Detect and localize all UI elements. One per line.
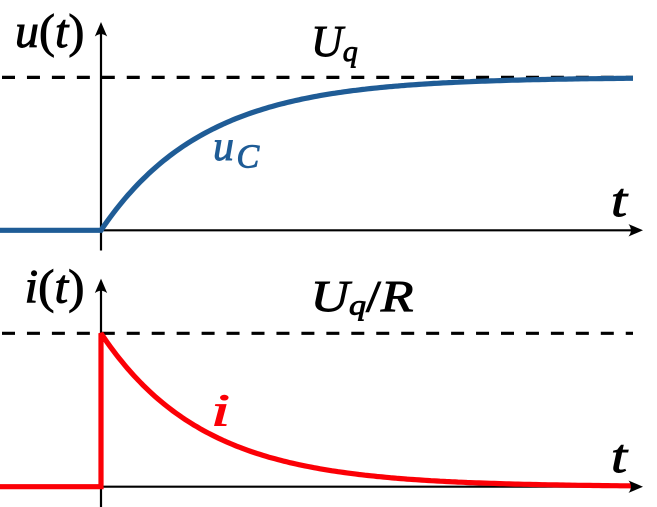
- svg-text:u(t): u(t): [15, 5, 84, 58]
- svg-text:t: t: [611, 430, 629, 483]
- svg-text:Uq/R: Uq/R: [311, 272, 414, 322]
- svg-text:i: i: [211, 385, 230, 436]
- svg-text:Uq: Uq: [311, 17, 358, 68]
- svg-text:uC: uC: [213, 124, 260, 176]
- svg-text:t: t: [611, 174, 629, 227]
- svg-text:i(t): i(t): [25, 261, 85, 314]
